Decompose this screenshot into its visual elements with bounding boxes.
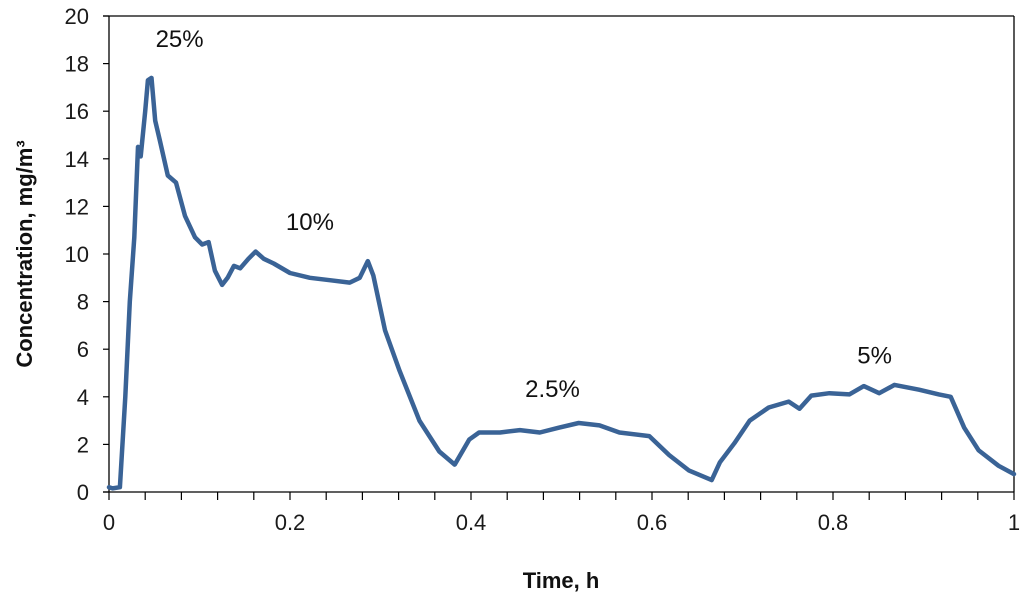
y-tick-label: 10 [65, 242, 89, 267]
plot-frame [103, 15, 1015, 493]
x-tick-label: 1 [1008, 510, 1020, 535]
y-axis-title: Concentration, mg/m³ [12, 140, 37, 367]
y-tick-label: 18 [65, 52, 89, 77]
y-tick-label: 20 [65, 4, 89, 29]
y-tick-label: 2 [77, 432, 89, 457]
y-axis-ticks: 0 2 4 6 8 10 12 14 16 18 20 [65, 4, 109, 505]
y-tick-label: 6 [77, 337, 89, 362]
annotation-label: 2.5% [525, 376, 580, 403]
y-tick-label: 14 [65, 147, 89, 172]
x-axis-title: Time, h [523, 568, 600, 593]
x-tick-label: 0.4 [456, 510, 487, 535]
annotation-label: 5% [857, 342, 892, 369]
y-tick-label: 8 [77, 290, 89, 315]
y-tick-label: 0 [77, 480, 89, 505]
x-tick-label: 0.2 [275, 510, 306, 535]
y-tick-label: 4 [77, 385, 89, 410]
y-tick-label: 16 [65, 99, 89, 124]
series-annotations: 25% 10% 2.5% 5% [156, 26, 892, 403]
annotation-label: 10% [286, 209, 334, 236]
annotation-label: 25% [156, 26, 204, 53]
concentration-series-line [106, 75, 1017, 491]
x-tick-label: 0.8 [818, 510, 849, 535]
x-tick-label: 0.6 [637, 510, 668, 535]
x-tick-label: 0 [103, 510, 115, 535]
y-tick-label: 12 [65, 194, 89, 219]
x-axis-ticks: 0 0.2 0.4 0.6 0.8 1 [103, 492, 1020, 535]
